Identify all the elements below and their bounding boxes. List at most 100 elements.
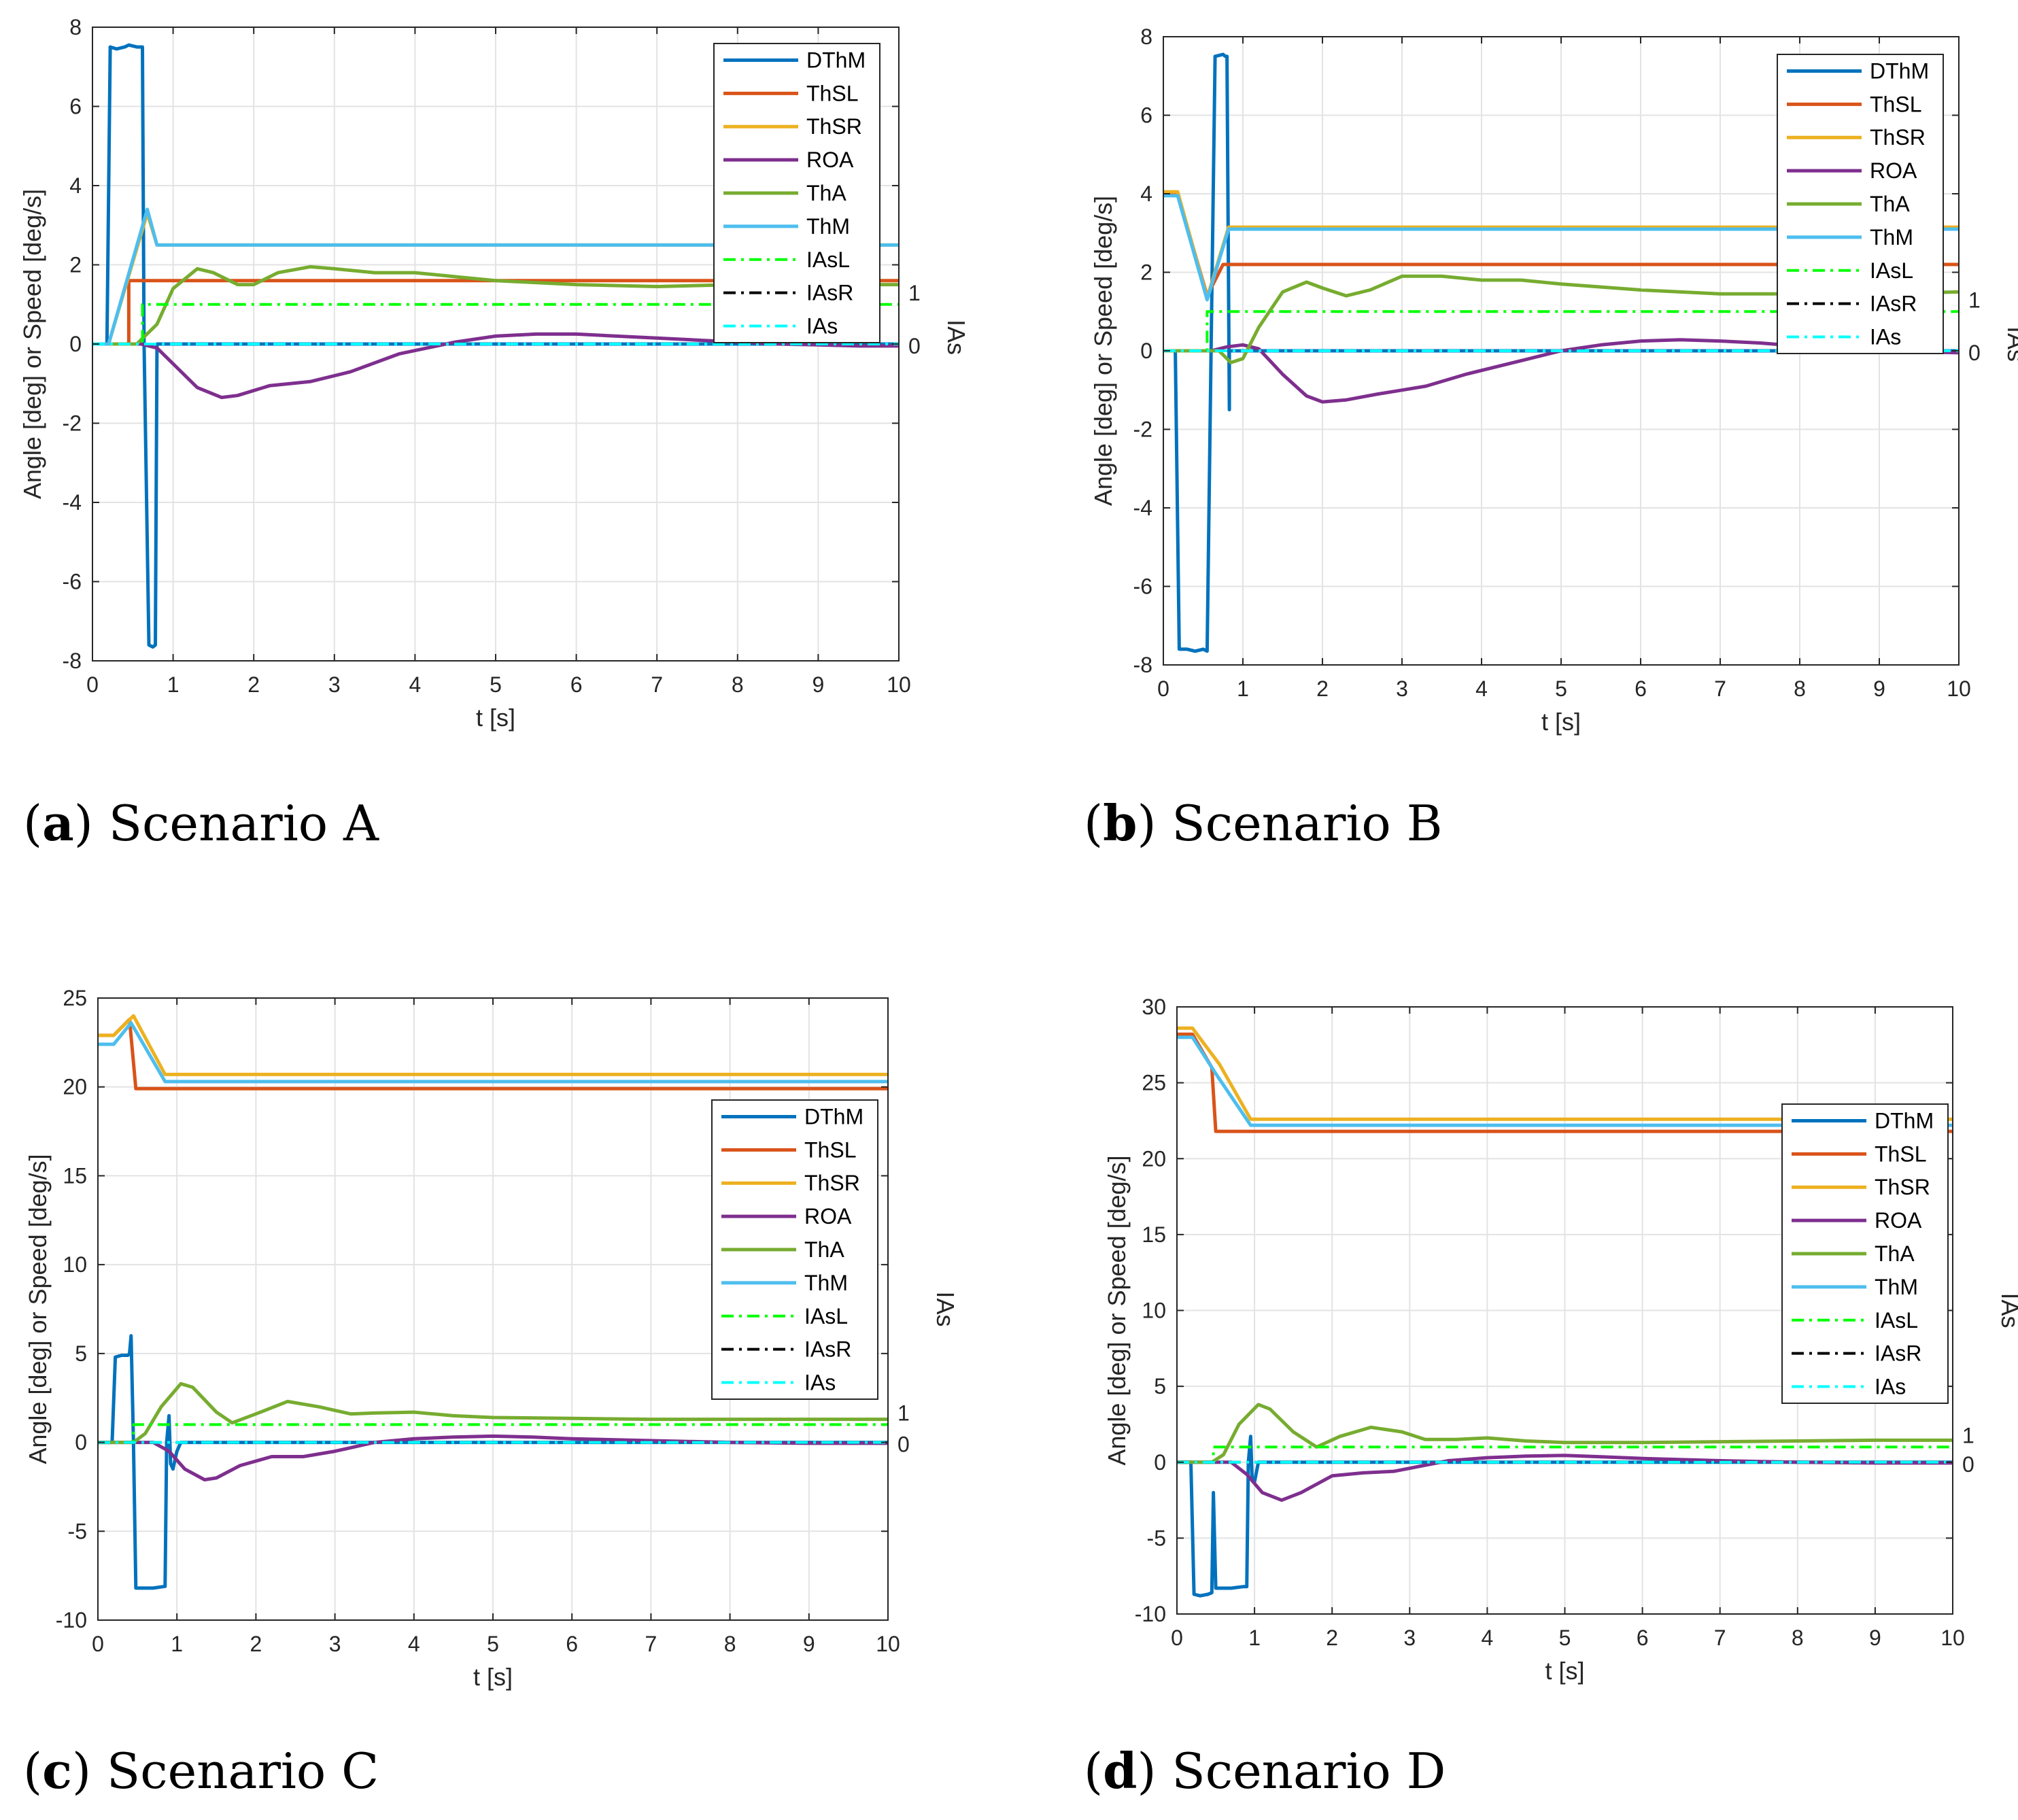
x-tick-label: 3 <box>1403 1626 1416 1650</box>
legend-label-thsl: ThSL <box>804 1137 856 1162</box>
x-tick-label: 9 <box>803 1632 815 1656</box>
y-axis-label: Angle [deg] or Speed [deg/s] <box>1103 1155 1131 1465</box>
x-tick-label: 3 <box>1396 676 1408 701</box>
x-tick-label: 7 <box>1714 676 1726 701</box>
x-tick-label: 4 <box>1475 676 1488 701</box>
series-line-tha <box>1163 274 1959 364</box>
caption-a: (a) Scenario A <box>23 794 379 852</box>
legend-label-roa: ROA <box>1870 158 1917 183</box>
legend-label-thsr: ThSR <box>804 1171 860 1195</box>
y-tick-label: 0 <box>1154 1450 1166 1475</box>
x-tick-label: 2 <box>1316 676 1329 701</box>
y-tick-label: 25 <box>1142 1071 1166 1095</box>
series-line-thm <box>98 1021 888 1084</box>
x-axis-label: t [s] <box>476 704 515 732</box>
y2-tick-label: 1 <box>908 281 921 305</box>
legend-label-thsr: ThSR <box>806 114 862 139</box>
x-tick-label: 6 <box>1635 676 1647 701</box>
legend-label-thsl: ThSL <box>1870 92 1921 116</box>
legend-label-roa: ROA <box>1875 1208 1922 1233</box>
caption-c: (c) Scenario C <box>23 1742 379 1800</box>
y2-tick-label: 0 <box>908 334 921 358</box>
y-tick-label: 20 <box>1142 1146 1166 1171</box>
x-tick-label: 5 <box>490 672 502 697</box>
y-tick-label: 15 <box>63 1163 87 1188</box>
legend-label-thm: ThM <box>1870 225 1913 250</box>
x-tick-label: 9 <box>1869 1626 1881 1650</box>
series-line-tha <box>92 264 899 346</box>
x-tick-label: 0 <box>92 1632 104 1656</box>
legend-label-thsr: ThSR <box>1875 1175 1930 1199</box>
x-tick-label: 10 <box>1940 1626 1965 1650</box>
legend-label-tha: ThA <box>1870 192 1910 216</box>
y-tick-label: 15 <box>1142 1222 1166 1247</box>
plot-area: 0 1 2 3 4 5 6 7 8 9 10 -8 -6 -4 -2 0 2 4 6 8 0 1 t [s] Angle [d… <box>1089 24 2018 736</box>
y-tick-label: 8 <box>69 15 82 39</box>
y-tick-label: 6 <box>69 95 82 119</box>
caption-letter: b <box>1103 794 1138 852</box>
y2-axis-label: IAs <box>2002 326 2018 362</box>
y-tick-label: 10 <box>1142 1299 1166 1323</box>
plot-area: 0 1 2 3 4 5 6 7 8 9 10 -10 -5 0 5 10 15 20 25 30 0 1 t [s] Angl… <box>1103 995 2018 1685</box>
legend-label-tha: ThA <box>804 1237 844 1262</box>
x-tick-label: 10 <box>887 672 911 697</box>
x-tick-label: 6 <box>1637 1626 1649 1650</box>
series-line-tha <box>1177 1403 1953 1464</box>
x-tick-label: 9 <box>813 672 825 697</box>
legend-label-iasl: IAsL <box>1875 1308 1918 1333</box>
legend-label-ias: IAs <box>1870 325 1901 349</box>
y-tick-label: -6 <box>63 570 82 594</box>
series-line-roa <box>98 1434 888 1481</box>
series-line-dthm <box>1163 52 1959 653</box>
legend-label-dthm: DThM <box>804 1104 863 1129</box>
series-line-thm <box>1177 1035 1953 1127</box>
legend: DThM ThSL ThSR ROA ThA ThM IAsL IAsR IAs <box>1781 1103 1949 1404</box>
series-line-dthm <box>98 1334 888 1590</box>
y-tick-label: -8 <box>63 649 82 673</box>
chart-a: 0 1 2 3 4 5 6 7 8 9 10 -8 -6 -4 -2 0 2 4 6 8 0 1 t [s] Angle [d… <box>18 15 970 732</box>
series-line-thsr <box>1177 1026 1953 1121</box>
legend-label-iasr: IAsR <box>1875 1341 1921 1366</box>
y-tick-label: 5 <box>1154 1374 1166 1398</box>
x-tick-label: 1 <box>167 672 179 697</box>
legend-label-iasr: IAsR <box>804 1337 851 1362</box>
y2-axis-label: IAs <box>1996 1292 2018 1328</box>
y-axis-label: Angle [deg] or Speed [deg/s] <box>18 189 46 499</box>
x-tick-label: 5 <box>487 1632 499 1656</box>
chart-c: 0 1 2 3 4 5 6 7 8 9 10 -10 -5 0 5 10 15 20 25 0 1 t [s] Angle … <box>24 986 959 1691</box>
series-group <box>98 1014 888 1590</box>
x-tick-label: 2 <box>247 672 260 697</box>
legend-label-iasr: IAsR <box>1870 292 1917 316</box>
y-tick-label: 20 <box>63 1075 87 1099</box>
caption-letter: c <box>42 1742 72 1800</box>
x-tick-label: 6 <box>566 1632 578 1656</box>
y2-tick-label: 0 <box>1968 341 1981 365</box>
legend-label-iasr: IAsR <box>806 281 853 305</box>
x-tick-label: 1 <box>1237 676 1249 701</box>
y-tick-label: 25 <box>63 986 87 1010</box>
x-tick-label: 3 <box>329 1632 341 1656</box>
y2-tick-label: 0 <box>1962 1452 1974 1477</box>
plot-area: 0 1 2 3 4 5 6 7 8 9 10 -10 -5 0 5 10 15 20 25 0 1 t [s] Angle … <box>24 986 959 1691</box>
y2-axis-label: IAs <box>942 320 970 355</box>
y-tick-label: -5 <box>1147 1526 1166 1550</box>
y2-tick-label: 0 <box>897 1432 910 1457</box>
y-tick-label: -6 <box>1133 574 1152 599</box>
y-tick-label: -2 <box>1133 417 1152 442</box>
x-tick-label: 9 <box>1873 676 1885 701</box>
x-tick-label: 4 <box>408 1632 420 1656</box>
legend-label-tha: ThA <box>806 181 846 205</box>
x-tick-label: 7 <box>651 672 663 697</box>
x-axis-label: t [s] <box>1541 708 1581 736</box>
legend-label-roa: ROA <box>806 148 854 172</box>
x-tick-label: 8 <box>1792 1626 1804 1650</box>
y-tick-label: 2 <box>69 253 82 277</box>
series-line-thsr <box>98 1014 888 1076</box>
legend: DThM ThSL ThSR ROA ThA ThM IAsL IAsR IAs <box>711 1099 878 1400</box>
x-tick-label: 0 <box>1171 1626 1183 1650</box>
legend-label-ias: IAs <box>1875 1375 1906 1399</box>
y-tick-label: -4 <box>63 490 82 515</box>
y-tick-label: 5 <box>75 1341 87 1366</box>
x-tick-label: 0 <box>86 672 99 697</box>
legend-label-ias: IAs <box>806 314 838 339</box>
